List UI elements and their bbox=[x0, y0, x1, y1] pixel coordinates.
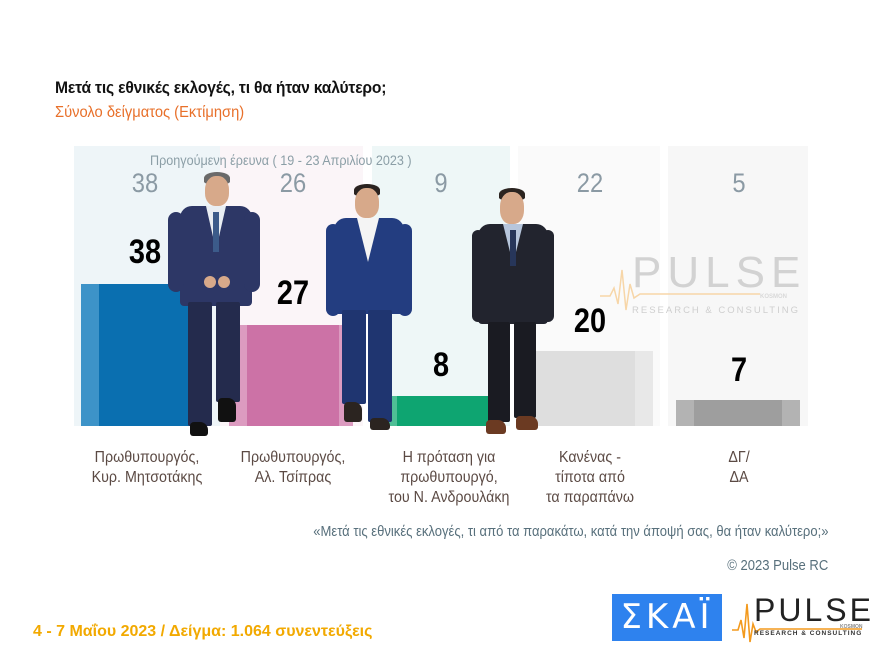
previous-survey-caption: Προηγούμενη έρευνα ( 19 - 23 Απριλίου 20… bbox=[150, 152, 412, 168]
category-label-none: Κανένας - τίποτα από τα παραπάνω bbox=[545, 449, 635, 506]
column-bg-dk bbox=[668, 146, 808, 426]
previous-value-dk: 5 bbox=[732, 168, 746, 198]
chart-subtitle: Σύνολο δείγματος (Εκτίμηση) bbox=[55, 104, 245, 121]
photo-mitsotakis bbox=[168, 172, 260, 442]
photo-tsipras bbox=[326, 184, 412, 434]
pulse-logo-sub: RESEARCH & CONSULTING bbox=[754, 630, 863, 637]
pulse-logo-text: PULSE bbox=[754, 592, 874, 628]
pulse-heartbeat-icon bbox=[600, 269, 760, 311]
watermark-kosmon: KOSMON bbox=[760, 294, 787, 300]
value-dk: 7 bbox=[730, 351, 748, 389]
skai-logo: ΣΚΑΪ bbox=[612, 594, 722, 641]
survey-date-sample: 4 - 7 Μαΐου 2023 / Δείγμα: 1.064 συνεντε… bbox=[33, 623, 373, 640]
pulse-logo-kosmon: KOSMON bbox=[840, 624, 863, 630]
category-label-tsipras: Πρωθυπουργός, Αλ. Τσίπρας bbox=[240, 449, 346, 486]
bar-edge bbox=[635, 351, 653, 426]
value-tsipras: 27 bbox=[276, 274, 310, 312]
pulse-logo: PULSE KOSMON RESEARCH & CONSULTING bbox=[732, 592, 871, 644]
value-mitsotakis: 38 bbox=[128, 233, 162, 271]
survey-question: «Μετά τις εθνικές εκλογές, τι από τα παρ… bbox=[312, 524, 828, 540]
pulse-heartbeat-icon bbox=[732, 603, 862, 643]
chart-title: Μετά τις εθνικές εκλογές, τι θα ήταν καλ… bbox=[55, 78, 387, 97]
value-androulakis: 8 bbox=[432, 346, 450, 384]
previous-value-tsipras: 26 bbox=[279, 168, 307, 198]
photo-androulakis bbox=[472, 188, 554, 440]
previous-value-mitsotakis: 38 bbox=[131, 168, 159, 198]
bar-mitsotakis bbox=[81, 284, 207, 426]
value-none: 20 bbox=[573, 302, 607, 340]
bar-edge bbox=[782, 400, 800, 426]
bar-none bbox=[535, 351, 653, 426]
bar-edge bbox=[81, 284, 99, 426]
pulse-watermark: PULSE KOSMON RESEARCH & CONSULTING bbox=[600, 248, 800, 320]
bar-edge bbox=[676, 400, 694, 426]
category-label-mitsotakis: Πρωθυπουργός, Κυρ. Μητσοτάκης bbox=[91, 449, 203, 486]
bar-dk bbox=[676, 400, 800, 426]
category-label-androulakis: Η πρόταση για πρωθυπουργό, του Ν. Ανδρου… bbox=[388, 449, 510, 506]
watermark-sub: RESEARCH & CONSULTING bbox=[632, 305, 800, 316]
previous-value-androulakis: 9 bbox=[434, 168, 448, 198]
previous-value-none: 22 bbox=[576, 168, 604, 198]
copyright: © 2023 Pulse RC bbox=[726, 558, 828, 574]
watermark-brand: PULSE bbox=[632, 248, 807, 297]
category-label-dk: ΔΓ/ ΔΑ bbox=[728, 449, 750, 486]
